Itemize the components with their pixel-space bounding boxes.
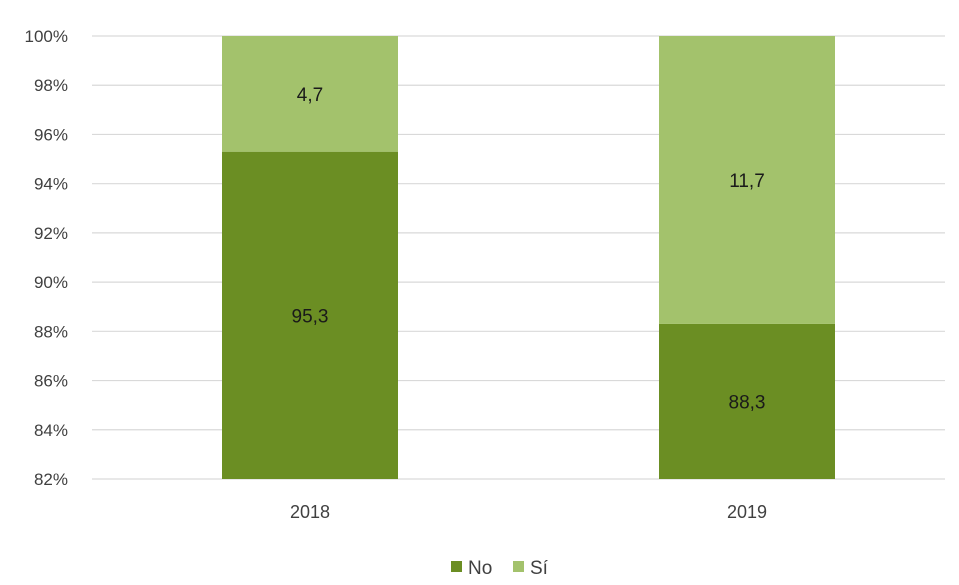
- legend-swatch: [513, 561, 524, 572]
- y-tick-label: 86%: [34, 372, 68, 391]
- legend-label: Sí: [530, 558, 549, 579]
- x-axis-categories: 2018 2019: [290, 502, 767, 522]
- data-label: 95,3: [292, 306, 329, 327]
- y-tick-label: 88%: [34, 322, 68, 341]
- bar-s-2019: [659, 36, 835, 324]
- y-tick-label: 90%: [34, 273, 68, 292]
- y-axis-ticks: 82% 84% 86% 88% 90% 92% 94% 96% 98% 100%: [25, 27, 68, 489]
- legend-swatch: [451, 561, 462, 572]
- y-tick-label: 96%: [34, 125, 68, 144]
- y-tick-label: 98%: [34, 76, 68, 95]
- legend-label: No: [468, 558, 492, 579]
- bar-no-2019: [659, 323, 835, 479]
- x-category-label: 2018: [290, 502, 330, 522]
- bars: [222, 36, 835, 479]
- bar-no-2018: [222, 151, 398, 479]
- y-tick-label: 92%: [34, 224, 68, 243]
- y-tick-label: 84%: [34, 421, 68, 440]
- y-tick-label: 82%: [34, 470, 68, 489]
- legend: No Sí: [451, 558, 549, 579]
- data-label: 88,3: [729, 392, 766, 413]
- y-tick-label: 94%: [34, 175, 68, 194]
- x-category-label: 2019: [727, 502, 767, 522]
- bar-s-2018: [222, 36, 398, 152]
- data-label: 4,7: [297, 85, 323, 106]
- data-label: 11,7: [729, 171, 765, 192]
- y-tick-label: 100%: [25, 27, 68, 46]
- data-labels: 95,3 4,7 88,3 11,7: [292, 85, 766, 414]
